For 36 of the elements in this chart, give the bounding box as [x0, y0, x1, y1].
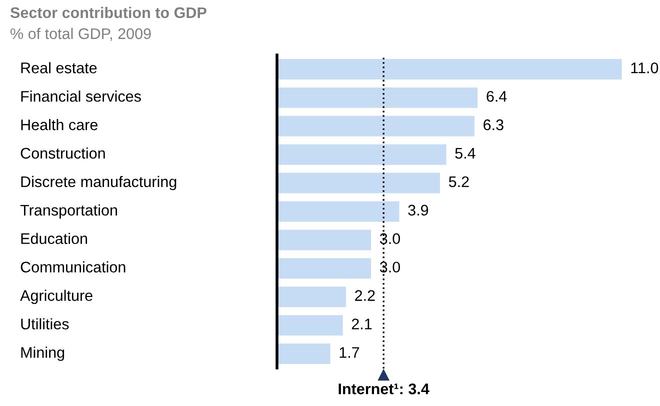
- data-label: 3.9: [408, 204, 428, 216]
- data-label: 11.0: [631, 62, 658, 74]
- data-label: 6.3: [484, 119, 504, 130]
- bar: [277, 116, 474, 136]
- y-tick-label: Mining: [21, 346, 64, 361]
- y-tick-label: Transportation: [20, 204, 117, 219]
- bar: [277, 315, 343, 336]
- bar: [277, 87, 478, 108]
- data-label: 1.7: [340, 347, 360, 358]
- bar: [277, 58, 622, 80]
- bar: [277, 344, 330, 364]
- bar: [277, 258, 372, 279]
- y-tick-label: Financial services: [21, 90, 141, 102]
- data-label: 5.2: [448, 176, 469, 188]
- data-label: 5.4: [455, 148, 476, 159]
- bar: [277, 172, 440, 194]
- data-label: 2.1: [352, 318, 372, 330]
- data-label: 3.0: [380, 233, 400, 244]
- bar: [277, 144, 446, 165]
- y-tick-label: Agriculture: [20, 290, 92, 304]
- y-tick-label: Utilities: [21, 318, 69, 330]
- bar: [277, 201, 400, 222]
- bar: [277, 286, 346, 308]
- data-label: 6.4: [486, 90, 507, 102]
- ref-line-label: Internet¹: 3.4: [338, 384, 430, 394]
- y-tick-label: Communication: [20, 261, 126, 273]
- data-label: 3.0: [380, 262, 400, 273]
- bar: [277, 230, 372, 250]
- text: Sector contribution to GDP: [10, 6, 206, 18]
- data-label: 2.2: [355, 290, 375, 301]
- y-tick-label: Discrete manufacturing: [21, 176, 176, 190]
- y-tick-label: Education: [21, 232, 88, 244]
- y-tick-label: Real estate: [21, 62, 97, 74]
- y-tick-label: Construction: [20, 147, 105, 159]
- y-tick-label: Health care: [21, 119, 98, 130]
- text: % of total GDP, 2009: [10, 28, 151, 41]
